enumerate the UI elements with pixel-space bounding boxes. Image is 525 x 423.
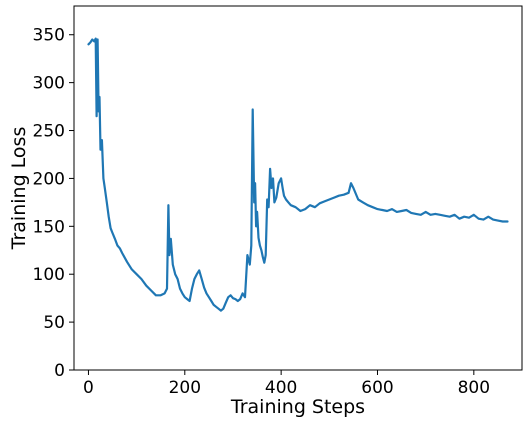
x-tick-label: 800 [458, 378, 490, 398]
y-tick-label: 100 [33, 265, 65, 285]
y-tick-label: 300 [33, 74, 65, 94]
y-axis-label: Training Loss [8, 127, 30, 251]
y-tick-label: 250 [33, 122, 65, 142]
x-tick-label: 400 [265, 378, 297, 398]
y-tick-label: 350 [33, 26, 65, 46]
y-tick-label: 200 [33, 169, 65, 189]
plot-frame [73, 5, 523, 371]
x-tick-label: 600 [361, 378, 393, 398]
x-tick-label: 200 [169, 378, 201, 398]
plot-area [87, 37, 509, 312]
x-tick-label: 0 [83, 378, 94, 398]
y-tick-label: 150 [33, 217, 65, 237]
y-tick-label: 50 [43, 313, 65, 333]
y-tick-label: 0 [54, 361, 65, 381]
loss-series-line [87, 37, 509, 312]
x-axis-label: Training Steps [230, 396, 365, 418]
axes: 0 200 400 600 800 0 50 100 150 200 250 300 350 [33, 26, 491, 398]
